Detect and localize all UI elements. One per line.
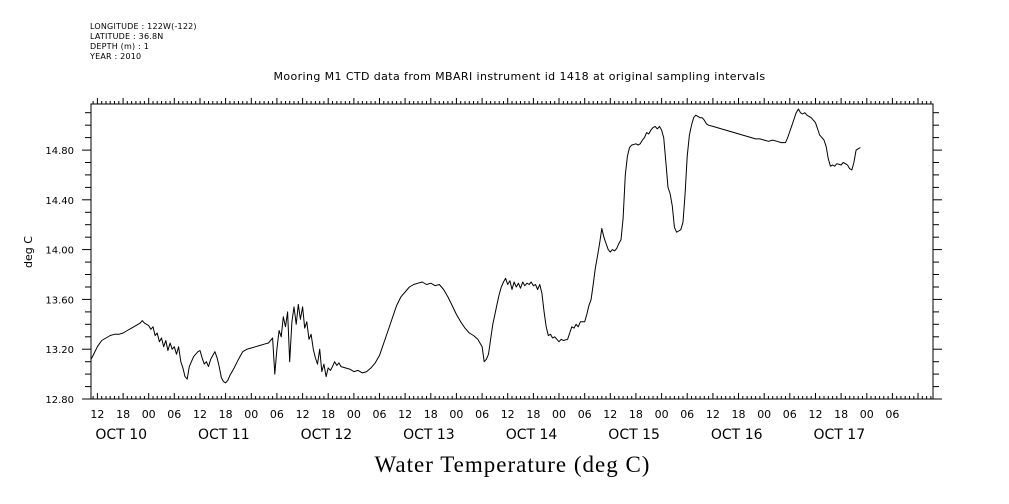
- x-hour-label: 00: [552, 408, 566, 421]
- metadata-block: LONGITUDE : 122W(-122) LATITUDE : 36.8N …: [90, 22, 197, 62]
- y-axis-labels: 12.80 13.20 13.60 14.00 14.40 14.80: [45, 146, 74, 406]
- x-hour-label: 06: [578, 408, 592, 421]
- x-day-label: OCT 15: [608, 427, 660, 443]
- x-day-label: OCT 17: [814, 427, 866, 443]
- longitude-label: LONGITUDE : 122W(-122): [90, 22, 197, 31]
- x-hour-label: 12: [193, 408, 207, 421]
- depth-label: DEPTH (m) : 1: [90, 42, 149, 51]
- x-hour-label: 06: [270, 408, 284, 421]
- variable-title: Water Temperature (deg C): [374, 452, 651, 477]
- x-hour-label: 12: [603, 408, 617, 421]
- x-day-label: OCT 10: [95, 427, 147, 443]
- x-hour-label: 00: [860, 408, 874, 421]
- y-tick-label: 14.80: [45, 146, 74, 157]
- x-hour-label: 06: [680, 408, 694, 421]
- x-hour-label: 12: [706, 408, 720, 421]
- y-tick-label: 14.40: [45, 196, 74, 207]
- x-hour-label: 06: [167, 408, 181, 421]
- x-hour-label: 06: [373, 408, 387, 421]
- x-hour-label: 12: [398, 408, 412, 421]
- x-hour-label: 18: [526, 408, 540, 421]
- x-hour-label: 18: [116, 408, 130, 421]
- x-hour-label: 18: [321, 408, 335, 421]
- x-hour-label: 12: [809, 408, 823, 421]
- variable-title-wrap: Water Temperature (deg C): [0, 452, 1009, 478]
- y-tick-label: 14.00: [45, 246, 74, 257]
- x-hour-label: 00: [142, 408, 156, 421]
- x-hour-label: 12: [501, 408, 515, 421]
- tick-marks: [82, 98, 942, 400]
- x-day-label: OCT 12: [301, 427, 353, 443]
- x-day-label: OCT 16: [711, 427, 763, 443]
- x-hour-label: 18: [834, 408, 848, 421]
- x-day-label: OCT 11: [198, 427, 250, 443]
- x-hour-label: 12: [90, 408, 104, 421]
- x-hour-label: 00: [449, 408, 463, 421]
- x-hour-label: 00: [655, 408, 669, 421]
- x-day-label: OCT 14: [506, 427, 558, 443]
- y-axis-title: deg C: [22, 236, 35, 268]
- year-label: YEAR : 2010: [90, 52, 142, 61]
- x-hour-label: 12: [296, 408, 310, 421]
- plot-title-wrap: Mooring M1 CTD data from MBARI instrumen…: [0, 70, 1009, 83]
- y-tick-label: 13.20: [45, 345, 74, 356]
- x-hour-label: 18: [732, 408, 746, 421]
- y-tick-label: 13.60: [45, 295, 74, 306]
- x-hour-label: 18: [424, 408, 438, 421]
- x-hour-label: 00: [244, 408, 258, 421]
- series-line-water-temperature: [90, 108, 861, 384]
- plot-title: Mooring M1 CTD data from MBARI instrumen…: [273, 70, 766, 83]
- x-day-label: OCT 13: [403, 427, 455, 443]
- x-hour-label: 06: [885, 408, 899, 421]
- y-tick-label: 12.80: [45, 395, 74, 406]
- x-hour-label: 18: [629, 408, 643, 421]
- plot-frame: [90, 103, 934, 400]
- x-axis-labels: 12 18 00 06 12 18 00 06 12 18 00 06 12 18 00 06 12 18 00 06…: [90, 408, 899, 443]
- x-hour-label: 00: [347, 408, 361, 421]
- x-hour-label: 18: [219, 408, 233, 421]
- latitude-label: LATITUDE : 36.8N: [90, 32, 164, 41]
- x-hour-label: 00: [757, 408, 771, 421]
- x-hour-label: 06: [783, 408, 797, 421]
- x-hour-label: 06: [475, 408, 489, 421]
